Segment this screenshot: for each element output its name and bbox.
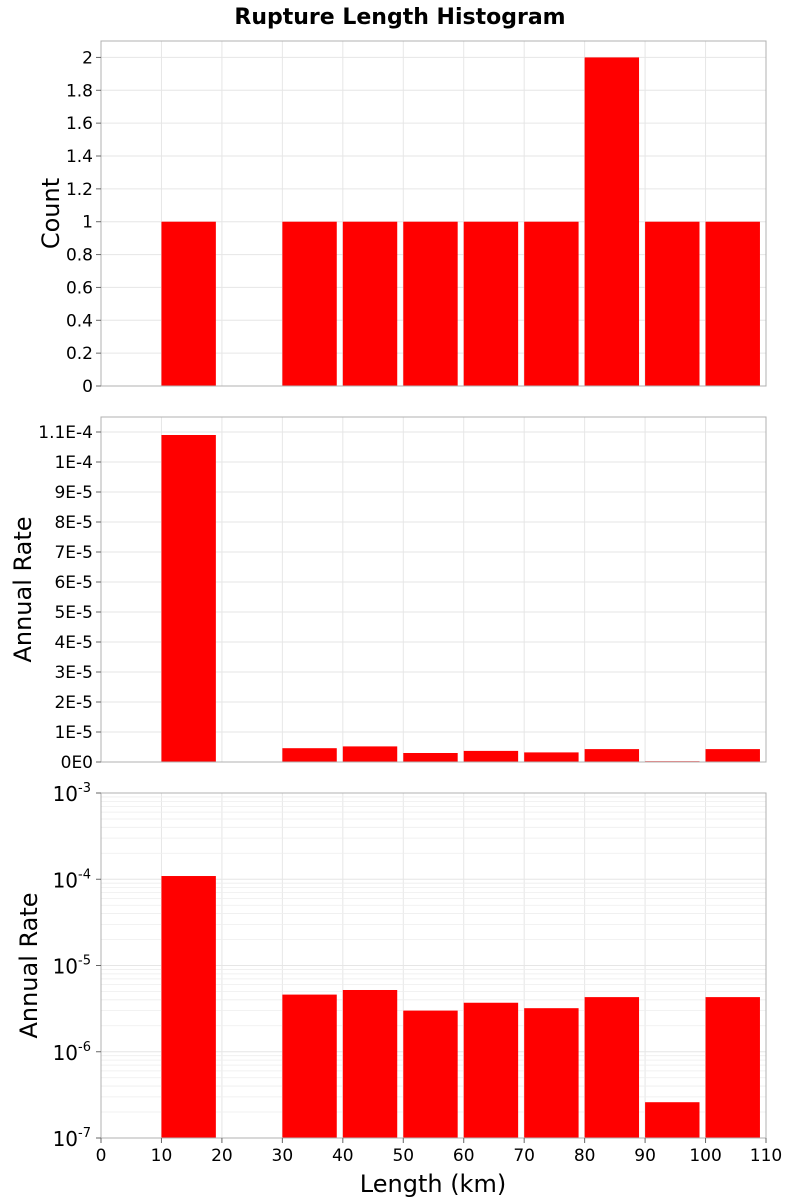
bar-40-49 [342, 221, 398, 386]
bar-80-89 [584, 749, 640, 762]
y-tick-label: 1.4 [66, 147, 93, 167]
y-tick-label: 0.6 [66, 278, 93, 298]
bar-10-19 [161, 221, 216, 386]
x-tick-label: 20 [211, 1146, 233, 1166]
bar-100-109 [705, 221, 760, 386]
x-tick-label: 0 [96, 1146, 107, 1166]
y-tick-label: 2E-5 [54, 693, 93, 713]
y-axis-label: Count [37, 178, 65, 249]
y-tick-label: 1.1E-4 [38, 423, 93, 443]
bar-70-79 [524, 1008, 579, 1138]
bar-100-109 [705, 997, 760, 1138]
panel-2: 0E0 1E-5 2E-5 3E-5 4E-5 5E-5 6E-5 7E-5 8E-5 9E-5 1… [9, 416, 767, 773]
bar-70-79 [524, 752, 579, 762]
y-tick-label: 1 [82, 213, 93, 233]
y-tick-label: 2 [82, 48, 93, 68]
bar-10-19 [161, 876, 216, 1138]
bar-60-69 [463, 1002, 519, 1138]
y-tick-label: 10-5 [53, 954, 91, 979]
y-tick-label: 1.8 [66, 81, 93, 101]
bar-40-49 [342, 989, 398, 1138]
y-tick-label: 7E-5 [54, 543, 93, 563]
y-tick-label: 10-7 [53, 1126, 91, 1151]
y-tick-label: 0.4 [66, 311, 93, 331]
bar-50-59 [403, 753, 458, 762]
y-tick-label: 0E0 [61, 753, 93, 773]
x-tick-label: 110 [750, 1146, 782, 1166]
y-tick-label: 1E-4 [54, 453, 93, 473]
bar-100-109 [705, 749, 760, 762]
y-tick-label: 8E-5 [54, 513, 93, 533]
y-tick-label: 10-4 [53, 867, 91, 892]
y-tick-label: 10-3 [53, 781, 91, 806]
bar-60-69 [463, 221, 519, 386]
y-tick-label: 10-6 [53, 1040, 91, 1065]
x-tick-label: 60 [453, 1146, 475, 1166]
plot-frame [100, 416, 767, 763]
chart-title: Rupture Length Histogram [234, 5, 565, 30]
y-tick-label: 0 [82, 377, 93, 397]
y-axis-label: Annual Rate [15, 892, 43, 1038]
y-tick-label: 1.2 [66, 180, 93, 200]
bar-90-99 [645, 1102, 700, 1138]
x-tick-label: 50 [392, 1146, 414, 1166]
y-tick-label: 3E-5 [54, 663, 93, 683]
x-tick-label: 100 [689, 1146, 721, 1166]
bar-50-59 [403, 221, 458, 386]
y-tick-label: 9E-5 [54, 483, 93, 503]
bar-40-49 [342, 746, 398, 762]
x-tick-label: 30 [272, 1146, 294, 1166]
plot-frame [100, 40, 767, 387]
x-tick-label: 70 [513, 1146, 535, 1166]
bar-10-19 [161, 435, 216, 762]
bar-30-39 [282, 221, 337, 386]
panel-1: 0 0.2 0.4 0.6 0.8 1 1.2 1.4 1.6 1.8 2 Count [37, 40, 767, 397]
y-tick-label: 5E-5 [54, 603, 93, 623]
x-tick-label: 90 [634, 1146, 656, 1166]
bar-30-39 [282, 994, 337, 1138]
y-tick-label: 0.8 [66, 246, 93, 266]
x-tick-label: 10 [151, 1146, 173, 1166]
y-tick-label: 0.2 [66, 344, 93, 364]
x-tick-label: 40 [332, 1146, 354, 1166]
x-tick-label: 80 [574, 1146, 596, 1166]
y-tick-label: 4E-5 [54, 633, 93, 653]
bar-50-59 [403, 1010, 458, 1138]
y-axis-label: Annual Rate [9, 516, 37, 662]
y-tick-label: 1.6 [66, 114, 93, 134]
bar-60-69 [463, 750, 519, 762]
bar-80-89 [584, 997, 640, 1138]
y-tick-label: 1E-5 [54, 723, 93, 743]
panel-3: 10-7 10-6 10-5 10-4 10-3 Annual Rate 0 10 20 30 40… [15, 781, 782, 1166]
y-tick-label: 6E-5 [54, 573, 93, 593]
x-axis-label: Length (km) [360, 1170, 506, 1198]
bar-90-99 [645, 221, 700, 386]
bar-80-89 [584, 57, 640, 387]
bar-70-79 [524, 221, 579, 386]
bar-30-39 [282, 748, 337, 762]
